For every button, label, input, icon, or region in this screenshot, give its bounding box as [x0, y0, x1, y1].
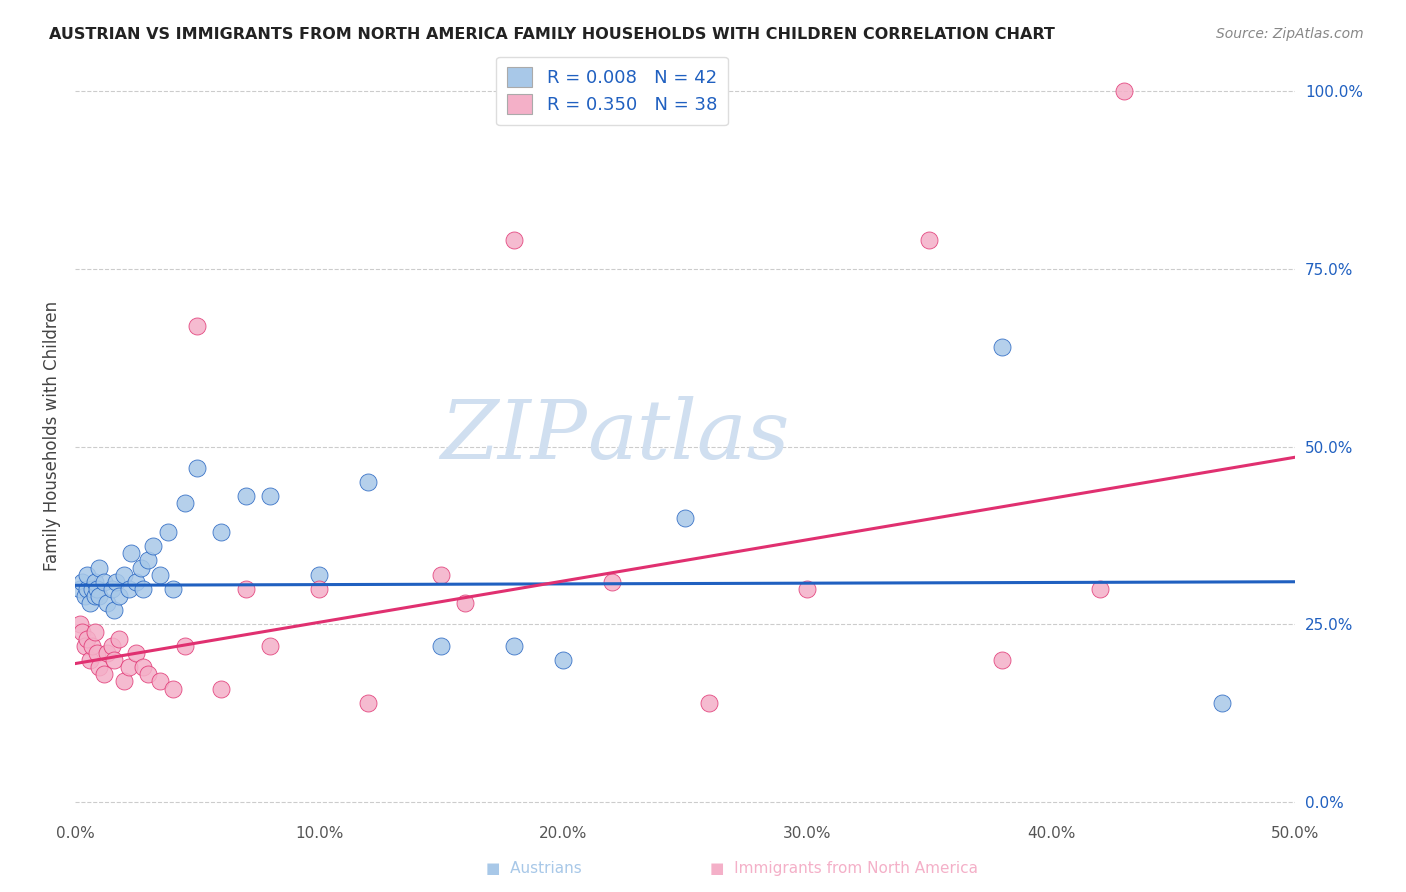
Point	[93, 574, 115, 589]
Point	[79, 596, 101, 610]
Point	[308, 567, 330, 582]
Point	[991, 340, 1014, 354]
Point	[209, 524, 232, 539]
Point	[80, 639, 103, 653]
Point	[149, 567, 172, 582]
Point	[600, 574, 623, 589]
Text: Source: ZipAtlas.com: Source: ZipAtlas.com	[1216, 27, 1364, 41]
Point	[100, 582, 122, 596]
Point	[76, 582, 98, 596]
Point	[430, 639, 453, 653]
Text: ZIP: ZIP	[440, 396, 588, 475]
Text: ■  Immigrants from North America: ■ Immigrants from North America	[710, 861, 977, 876]
Point	[503, 639, 526, 653]
Text: AUSTRIAN VS IMMIGRANTS FROM NORTH AMERICA FAMILY HOUSEHOLDS WITH CHILDREN CORREL: AUSTRIAN VS IMMIGRANTS FROM NORTH AMERIC…	[49, 27, 1054, 42]
Point	[83, 589, 105, 603]
Point	[125, 574, 148, 589]
Point	[108, 589, 131, 603]
Point	[136, 553, 159, 567]
Point	[357, 475, 380, 489]
Point	[83, 574, 105, 589]
Point	[103, 653, 125, 667]
Point	[80, 582, 103, 596]
Point	[149, 674, 172, 689]
Point	[96, 596, 118, 610]
Point	[156, 524, 179, 539]
Point	[103, 603, 125, 617]
Point	[83, 624, 105, 639]
Point	[100, 639, 122, 653]
Point	[132, 660, 155, 674]
Point	[1114, 84, 1136, 98]
Point	[673, 510, 696, 524]
Point	[89, 560, 111, 574]
Point	[108, 632, 131, 646]
Text: atlas: atlas	[588, 396, 790, 475]
Point	[73, 589, 96, 603]
Point	[118, 582, 141, 596]
Point	[699, 696, 721, 710]
Point	[235, 582, 257, 596]
Point	[120, 546, 142, 560]
Point	[69, 617, 91, 632]
Point	[86, 582, 108, 596]
Point	[357, 696, 380, 710]
Point	[454, 596, 477, 610]
Point	[1088, 582, 1111, 596]
Point	[96, 646, 118, 660]
Point	[173, 496, 195, 510]
Point	[73, 639, 96, 653]
Point	[991, 653, 1014, 667]
Point	[72, 624, 94, 639]
Point	[72, 574, 94, 589]
Point	[89, 660, 111, 674]
Point	[79, 653, 101, 667]
Point	[93, 667, 115, 681]
Point	[129, 560, 152, 574]
Point	[551, 653, 574, 667]
Point	[186, 461, 208, 475]
Point	[235, 489, 257, 503]
Point	[259, 639, 281, 653]
Point	[112, 674, 135, 689]
Point	[136, 667, 159, 681]
Y-axis label: Family Households with Children: Family Households with Children	[44, 301, 60, 571]
Point	[86, 646, 108, 660]
Point	[503, 233, 526, 247]
Point	[132, 582, 155, 596]
Point	[308, 582, 330, 596]
Point	[118, 660, 141, 674]
Point	[69, 582, 91, 596]
Point	[209, 681, 232, 696]
Point	[430, 567, 453, 582]
Point	[173, 639, 195, 653]
Point	[89, 589, 111, 603]
Point	[162, 582, 184, 596]
Point	[186, 318, 208, 333]
Point	[76, 567, 98, 582]
Point	[259, 489, 281, 503]
Point	[76, 632, 98, 646]
Point	[1211, 696, 1233, 710]
Point	[112, 567, 135, 582]
Point	[918, 233, 941, 247]
Point	[125, 646, 148, 660]
Point	[162, 681, 184, 696]
Text: ■  Austrians: ■ Austrians	[486, 861, 582, 876]
Point	[142, 539, 165, 553]
Point	[796, 582, 818, 596]
Legend: R = 0.008   N = 42, R = 0.350   N = 38: R = 0.008 N = 42, R = 0.350 N = 38	[496, 56, 728, 125]
Point	[105, 574, 128, 589]
